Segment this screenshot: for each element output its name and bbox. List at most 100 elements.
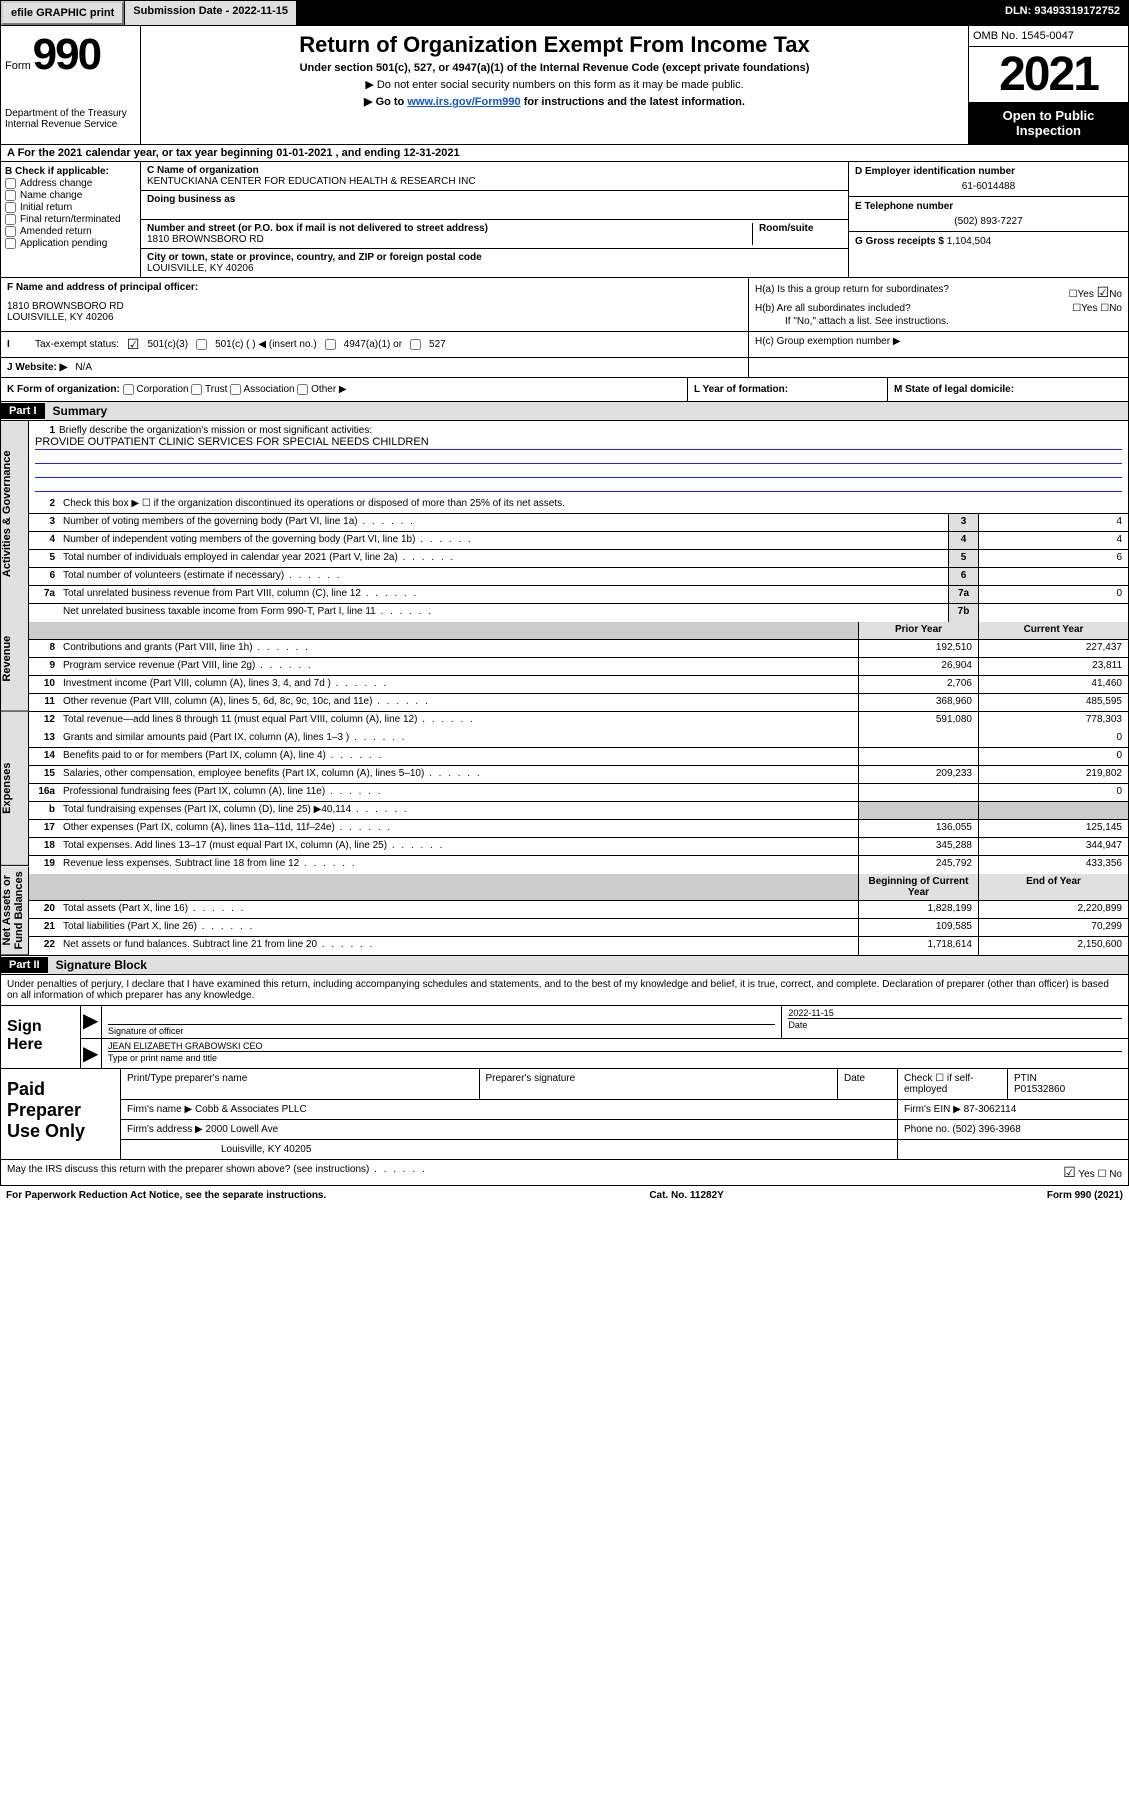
irs-link[interactable]: www.irs.gov/Form990 [407, 96, 520, 108]
side-expenses: Expenses [1, 712, 29, 866]
form-header: Form 990 Department of the Treasury Inte… [0, 26, 1129, 145]
page-footer: For Paperwork Reduction Act Notice, see … [0, 1186, 1129, 1205]
summary-row: 17Other expenses (Part IX, column (A), l… [29, 820, 1128, 838]
chk-other[interactable] [297, 384, 308, 395]
instr2-pre: Go to [376, 96, 408, 108]
spacer [296, 1, 997, 25]
summary-row: 18Total expenses. Add lines 13–17 (must … [29, 838, 1128, 856]
sign-fields: ▶ Signature of officer 2022-11-15 Date ▶… [81, 1006, 1128, 1068]
mission-blank [35, 478, 1122, 492]
opt-other: Other ▶ [311, 384, 346, 395]
row-f-h: F Name and address of principal officer:… [1, 278, 1128, 332]
opt-501c3: 501(c)(3) [147, 339, 188, 350]
instr-link: Go to www.irs.gov/Form990 for instructio… [147, 95, 962, 108]
phone-label: Phone no. [904, 1124, 950, 1135]
mission-blank [35, 464, 1122, 478]
line2-desc: Check this box ▶ ☐ if the organization d… [59, 496, 1128, 513]
ha-label: H(a) Is this a group return for subordin… [755, 284, 949, 301]
org-name: KENTUCKIANA CENTER FOR EDUCATION HEALTH … [147, 176, 476, 187]
opt-assoc: Association [243, 384, 294, 395]
header-mid: Return of Organization Exempt From Incom… [141, 26, 968, 144]
j-right-empty [748, 358, 1128, 377]
h-preparer-sig: Preparer's signature [480, 1069, 839, 1099]
chk-527[interactable] [410, 339, 421, 350]
addr-label: Number and street (or P.O. box if mail i… [147, 223, 752, 234]
sign-here-block: Sign Here ▶ Signature of officer 2022-11… [0, 1006, 1129, 1069]
opt-4947: 4947(a)(1) or [344, 339, 402, 350]
opt-corp: Corporation [136, 384, 188, 395]
hb-label: H(b) Are all subordinates included? [755, 303, 911, 314]
firm-addr-cell: Firm's address ▶ 2000 Lowell Ave [121, 1120, 898, 1139]
h-ptin: PTIN P01532860 [1008, 1069, 1128, 1099]
end-year-head: End of Year [978, 874, 1128, 900]
summary-row: 4Number of independent voting members of… [29, 532, 1128, 550]
chk-final-return[interactable]: Final return/terminated [5, 214, 136, 225]
chk-label: Address change [20, 178, 92, 189]
section-b-through-g: B Check if applicable: Address change Na… [0, 162, 1129, 278]
dba-label: Doing business as [147, 194, 842, 205]
net-header: Beginning of Current Year End of Year [29, 874, 1128, 901]
may-label: May the IRS discuss this return with the… [7, 1164, 427, 1181]
top-bar: efile GRAPHIC print Submission Date - 20… [0, 0, 1129, 26]
chk-amended-return[interactable]: Amended return [5, 226, 136, 237]
efile-print-button[interactable]: efile GRAPHIC print [1, 1, 124, 25]
chk-4947[interactable] [325, 339, 336, 350]
summary-row: 19Revenue less expenses. Subtract line 1… [29, 856, 1128, 874]
hb-yesno: ☐Yes ☐No [1072, 303, 1122, 314]
summary-row: 15Salaries, other compensation, employee… [29, 766, 1128, 784]
ptin-value: P01532860 [1014, 1084, 1122, 1095]
chk-corp[interactable] [123, 384, 134, 395]
gross-receipts: 1,104,504 [947, 236, 992, 247]
f-addr2: LOUISVILLE, KY 40206 [7, 312, 742, 323]
footer-cat: Cat. No. 11282Y [649, 1190, 723, 1201]
chk-name-change[interactable]: Name change [5, 190, 136, 201]
footer-right: Form 990 (2021) [1047, 1190, 1123, 1201]
firm-addr1: 2000 Lowell Ave [206, 1124, 279, 1135]
summary-row: 14Benefits paid to or for members (Part … [29, 748, 1128, 766]
phone-cell: E Telephone number (502) 893-7227 [849, 197, 1128, 232]
i-label: Tax-exempt status: [35, 339, 119, 350]
h-b: H(b) Are all subordinates included? ☐Yes… [755, 303, 1122, 314]
city-state-zip: LOUISVILLE, KY 40206 [147, 263, 254, 274]
officer-name: JEAN ELIZABETH GRABOWSKI CEO [108, 1041, 1122, 1051]
prior-year-head: Prior Year [858, 622, 978, 639]
footer-left: For Paperwork Reduction Act Notice, see … [6, 1190, 326, 1201]
firm-addr2-row: Louisville, KY 40205 [121, 1140, 1128, 1159]
h-date: Date [838, 1069, 898, 1099]
chk-label: Final return/terminated [20, 214, 121, 225]
firm-addr2: Louisville, KY 40205 [121, 1140, 898, 1159]
summary-row: 5Total number of individuals employed in… [29, 550, 1128, 568]
chk-assoc[interactable] [230, 384, 241, 395]
chk-address-change[interactable]: Address change [5, 178, 136, 189]
firm-phone-cell: Phone no. (502) 396-3968 [898, 1120, 1128, 1139]
paid-preparer-label: Paid Preparer Use Only [1, 1069, 121, 1159]
l-label: L Year of formation: [694, 384, 788, 395]
h-group: H(a) Is this a group return for subordin… [748, 278, 1128, 331]
part-ii-title: Signature Block [48, 956, 1128, 974]
inspection-badge: Open to Public Inspection [969, 102, 1128, 144]
form-number: Form 990 [5, 30, 136, 80]
m-label: M State of legal domicile: [894, 384, 1014, 395]
omb-number: OMB No. 1545-0047 [969, 26, 1128, 47]
chk-trust[interactable] [191, 384, 202, 395]
mission-text: PROVIDE OUTPATIENT CLINIC SERVICES FOR S… [35, 436, 1122, 450]
chk-501c3[interactable]: ☑ [127, 336, 140, 353]
chk-501c[interactable] [196, 339, 207, 350]
chk-application-pending[interactable]: Application pending [5, 238, 136, 249]
g-label: G Gross receipts $ [855, 236, 944, 247]
org-name-row: C Name of organization KENTUCKIANA CENTE… [141, 162, 848, 191]
opt-trust: Trust [205, 384, 227, 395]
summary-row: 9Program service revenue (Part VIII, lin… [29, 658, 1128, 676]
header-right: OMB No. 1545-0047 2021 Open to Public In… [968, 26, 1128, 144]
dln: DLN: 93493319172752 [997, 1, 1128, 25]
part-i-header: Part I Summary [0, 402, 1129, 421]
b-label: B Check if applicable: [5, 166, 136, 177]
city-label: City or town, state or province, country… [147, 252, 842, 263]
h-preparer-name: Print/Type preparer's name [121, 1069, 480, 1099]
h-c: H(c) Group exemption number ▶ [748, 332, 1128, 357]
ptin-label: PTIN [1014, 1073, 1122, 1084]
empty [898, 1140, 1128, 1159]
summary-row: 16aProfessional fundraising fees (Part I… [29, 784, 1128, 802]
chk-initial-return[interactable]: Initial return [5, 202, 136, 213]
may-yesno: ☑ Yes ☐ No [1063, 1164, 1122, 1181]
